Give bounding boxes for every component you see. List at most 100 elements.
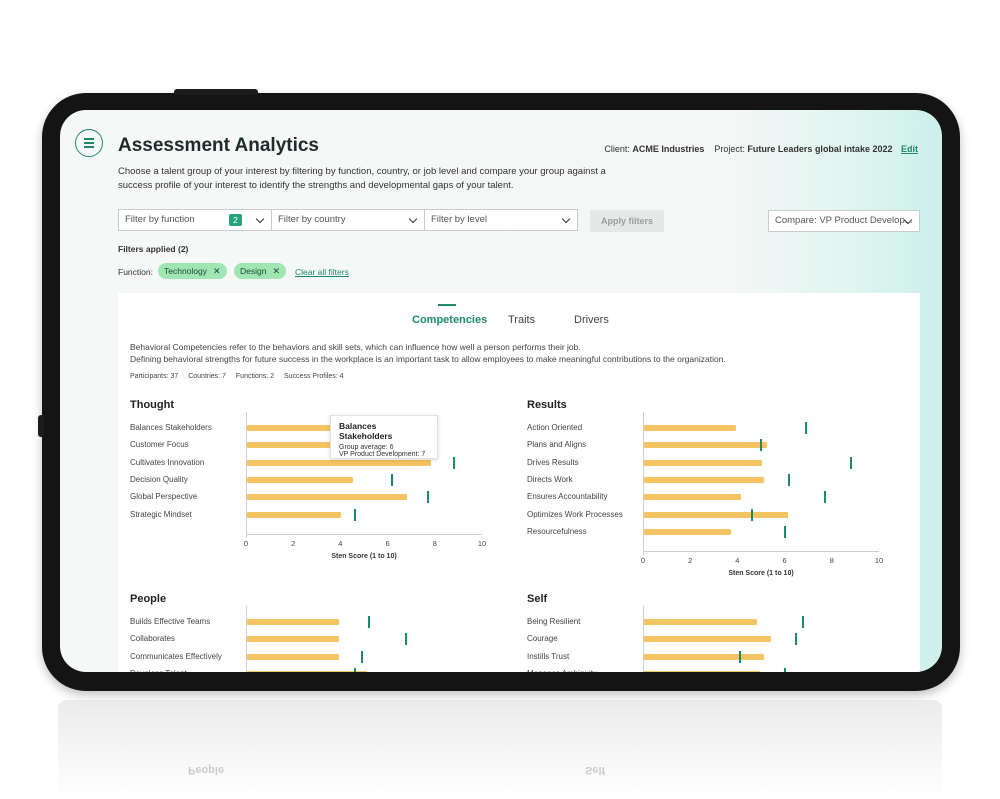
function-label: Function: — [118, 267, 153, 277]
function-filter-label: Filter by function — [125, 214, 195, 225]
score-bar — [644, 670, 760, 672]
score-bar — [644, 511, 788, 518]
x-tick-label: 0 — [243, 538, 249, 548]
country-filter-select[interactable]: Filter by country — [271, 209, 425, 231]
project-name: Future Leaders global intake 2022 — [747, 144, 893, 154]
category-label: Builds Effective Teams — [130, 617, 211, 626]
level-filter-select[interactable]: Filter by level — [424, 209, 578, 231]
score-bar — [644, 476, 765, 483]
filter-chip-technology[interactable]: Technology ✕ — [158, 263, 227, 279]
category-label: Being Resilient — [527, 617, 581, 626]
category-label: Resourcefulness — [527, 526, 587, 536]
score-bar — [247, 476, 354, 483]
analytics-card: Competencies Traits Drivers Behavioral C… — [118, 293, 920, 672]
category-label: Ensures Accountability — [527, 492, 608, 502]
category-label: Drives Results — [527, 457, 579, 467]
function-filter-select[interactable]: Filter by function 2 — [118, 209, 272, 231]
score-bar — [644, 619, 758, 625]
participants-stat: Participants: 37 — [130, 373, 179, 380]
category-label: Communicates Effectively — [130, 651, 222, 661]
chip-label: Design — [240, 266, 267, 276]
chart-title: Thought — [130, 399, 174, 411]
countries-stat: Countries: 7 — [188, 373, 226, 380]
category-label: Manages Ambiguity — [527, 669, 597, 672]
benchmark-marker — [360, 650, 363, 663]
score-bar — [644, 459, 762, 466]
x-axis-label: Sten Score (1 to 10) — [331, 552, 397, 560]
country-filter-label: Filter by country — [278, 214, 346, 225]
close-icon[interactable]: ✕ — [272, 266, 281, 276]
y-axis-line — [246, 412, 247, 538]
benchmark-marker — [760, 439, 762, 452]
category-label: Instills Trust — [527, 651, 570, 661]
page-title: Assessment Analytics — [118, 135, 320, 156]
chart-title: Results — [527, 399, 567, 411]
benchmark-marker — [391, 473, 394, 486]
description-line-1: Behavioral Competencies refer to the beh… — [130, 342, 581, 352]
x-tick-label: 2 — [291, 538, 296, 548]
client-project-info: Client: ACME Industries Project: Future … — [604, 144, 918, 154]
tab-competencies[interactable]: Competencies — [412, 314, 488, 326]
menu-icon[interactable] — [75, 129, 103, 157]
x-tick-label: 4 — [338, 538, 343, 548]
score-bar — [247, 636, 340, 643]
filter-chip-design[interactable]: Design ✕ — [234, 263, 287, 279]
category-label: Courage — [527, 634, 558, 644]
results-chart: Results Action Oriented Plans and Aligns Dr… — [527, 399, 897, 585]
chevron-down-icon — [255, 214, 265, 224]
compare-label: Compare: VP Product Develop... — [775, 215, 913, 226]
score-bar — [644, 425, 737, 431]
chip-label: Technology — [164, 266, 208, 276]
x-tick-label: 8 — [829, 556, 834, 566]
score-bar — [247, 425, 389, 431]
function-count-badge: 2 — [229, 214, 242, 226]
people-chart: People Builds Effective Teams Collaborates… — [130, 593, 490, 672]
app-screen: Assessment Analytics Client: ACME Indust… — [60, 110, 942, 672]
intro-text: Choose a talent group of your interest b… — [118, 166, 606, 191]
level-filter-label: Filter by level — [431, 214, 487, 225]
tooltip-profile-score: VP Product Development: 7 — [339, 451, 426, 458]
x-tick-label: 8 — [432, 538, 437, 548]
self-chart: Self Being Resilient Courage Instills Trust… — [527, 593, 897, 672]
description: Behavioral Competencies refer to the beh… — [130, 341, 810, 365]
benchmark-marker — [804, 422, 807, 434]
filters-applied-label: Filters applied (2) — [118, 244, 189, 254]
tooltip-group-average: Group average: 6 — [339, 444, 394, 451]
chart-title: Self — [527, 593, 548, 605]
tab-drivers[interactable]: Drivers — [574, 314, 609, 326]
clear-all-filters-link[interactable]: Clear all filters — [295, 267, 349, 277]
active-tab-indicator — [438, 304, 456, 306]
tooltip-title: Balances Stakeholders — [339, 421, 393, 441]
project-label: Project: — [714, 144, 745, 154]
score-bar — [644, 442, 767, 449]
x-tick-label: 10 — [874, 556, 884, 566]
score-bar — [247, 653, 340, 660]
x-tick-label: 2 — [688, 556, 693, 566]
thought-chart: Thought Balances Stakeholders Customer Foc… — [130, 399, 490, 567]
x-axis-line — [643, 551, 879, 553]
y-axis-line — [643, 606, 644, 672]
benchmark-marker — [823, 491, 826, 504]
chart-title: People — [130, 593, 167, 605]
benchmark-marker — [788, 473, 791, 486]
score-bar — [644, 653, 765, 660]
tab-traits[interactable]: Traits — [508, 314, 536, 326]
score-bar — [247, 619, 340, 625]
stats-row: Participants: 37 Countries: 7 Functions:… — [130, 373, 352, 380]
y-axis-line — [246, 606, 247, 672]
edit-link[interactable]: Edit — [901, 144, 918, 154]
reflected-people-title: People — [188, 764, 225, 776]
close-icon[interactable]: ✕ — [213, 266, 221, 276]
compare-select[interactable]: Compare: VP Product Develop... — [768, 210, 920, 232]
benchmark-marker — [849, 456, 852, 469]
benchmark-marker — [426, 491, 429, 504]
category-label: Develops Talent — [130, 669, 187, 672]
x-tick-label: 6 — [385, 538, 390, 548]
score-bar — [644, 494, 741, 501]
profiles-stat: Success Profiles: 4 — [284, 373, 344, 380]
functions-stat: Functions: 2 — [235, 373, 275, 380]
chevron-down-icon — [561, 214, 571, 224]
benchmark-marker — [750, 508, 753, 521]
apply-filters-button[interactable]: Apply filters — [590, 210, 664, 232]
score-bar — [247, 494, 408, 501]
